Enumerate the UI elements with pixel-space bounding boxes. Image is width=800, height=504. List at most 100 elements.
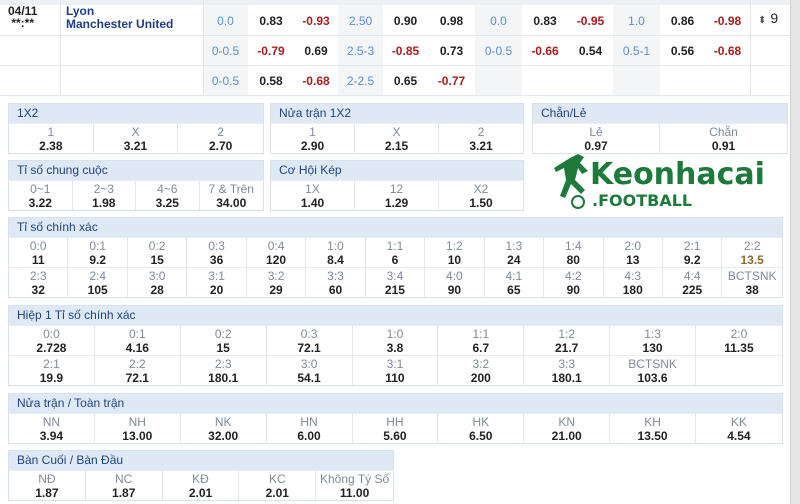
odds-cell[interactable]: 4~6 3.25	[136, 180, 200, 210]
odds-cell[interactable]: HN 6.00	[266, 413, 353, 443]
odds-cell[interactable]: 2:4 105	[68, 267, 128, 297]
odds-cell[interactable]: 1:2 21.7	[524, 325, 611, 355]
odds-cell[interactable]: 2 3.21	[439, 123, 523, 153]
odds-cell[interactable]: KC 2.01	[239, 470, 317, 500]
odds-cell[interactable]: NH 13.00	[94, 413, 181, 443]
odds-value[interactable]: 0.90	[393, 14, 418, 28]
odds-value[interactable]: 0.69	[304, 44, 328, 58]
odds-value[interactable]: -0.95	[576, 14, 605, 28]
odds-value[interactable]: 0.86	[670, 14, 695, 28]
odds-value[interactable]: -0.77	[437, 74, 466, 88]
odds-value[interactable]: -0.68	[302, 74, 330, 88]
handicap-line[interactable]: 0-0.5	[211, 44, 240, 58]
odds-value[interactable]: 0.83	[533, 14, 557, 28]
odds-value[interactable]: -0.93	[302, 14, 330, 28]
odds-cell[interactable]: 0:3 72.1	[266, 325, 353, 355]
odds-value[interactable]: 0.98	[439, 14, 464, 28]
handicap-line[interactable]: 2.5-3	[346, 44, 375, 58]
odds-cell[interactable]: 1:0 3.8	[352, 325, 439, 355]
odds-cell[interactable]: 3:1 20	[187, 267, 247, 297]
handicap-line[interactable]: 2.50	[348, 14, 373, 28]
odds-cell[interactable]: X 3.21	[93, 123, 179, 153]
odds-cell[interactable]: BCTSNK 103.6	[610, 355, 696, 385]
odds-cell[interactable]: 4:1 65	[484, 267, 545, 297]
odds-cell[interactable]: 3:1 110	[352, 355, 439, 385]
odds-cell[interactable]: 0:0 2.728	[9, 325, 95, 355]
teams[interactable]: Lyon Manchester United	[66, 5, 173, 31]
odds-cell[interactable]: 0:1 9.2	[68, 237, 128, 267]
odds-value[interactable]: 0.56	[670, 44, 695, 58]
odds-cell[interactable]: 1:3 24	[484, 237, 545, 267]
handicap-line[interactable]: 2-2.5	[346, 74, 375, 88]
odds-cell[interactable]: 1 2.38	[9, 123, 94, 153]
odds-cell[interactable]: X 2.15	[355, 123, 439, 153]
odds-cell[interactable]: HK 6.50	[438, 413, 525, 443]
scrollbar[interactable]	[790, 0, 800, 504]
odds-cell[interactable]: 2:2 13.5	[722, 237, 782, 267]
odds-value[interactable]: 0.54	[578, 44, 603, 58]
odds-cell[interactable]: KĐ 2.01	[162, 470, 240, 500]
odds-cell[interactable]: KN 21.00	[524, 413, 611, 443]
odds-cell[interactable]: 4:2 90	[544, 267, 604, 297]
odds-cell[interactable]: 7 & Trên 34.00	[199, 180, 263, 210]
odds-cell[interactable]: KH 13.50	[610, 413, 696, 443]
odds-cell[interactable]: 2:2 72.1	[94, 355, 181, 385]
odds-value[interactable]: -0.98	[713, 14, 742, 28]
odds-cell[interactable]: 0:4 120	[246, 237, 307, 267]
odds-cell[interactable]: X2 1.50	[439, 180, 523, 210]
odds-cell[interactable]: 2~3 1.98	[72, 180, 136, 210]
handicap-line[interactable]: 0.0	[217, 14, 234, 28]
odds-cell[interactable]: NC 1.87	[85, 470, 163, 500]
odds-value[interactable]: -0.85	[391, 44, 420, 58]
odds-value[interactable]: -0.66	[531, 44, 559, 58]
handicap-line[interactable]: 0.0	[490, 14, 507, 28]
odds-cell[interactable]: 12 1.29	[355, 180, 439, 210]
odds-cell[interactable]: 4:4 225	[662, 267, 723, 297]
handicap-line[interactable]: 0.5-1	[622, 44, 651, 58]
odds-value[interactable]: -0.68	[713, 44, 742, 58]
odds-cell[interactable]: 2 2.70	[178, 123, 263, 153]
odds-cell[interactable]: HH 5.60	[352, 413, 439, 443]
odds-cell[interactable]: 2:1 9.2	[662, 237, 723, 267]
odds-cell[interactable]: 2:0 11.35	[696, 325, 782, 355]
handicap-line[interactable]: 0-0.5	[484, 44, 513, 58]
odds-cell[interactable]: 3:2 29	[246, 267, 307, 297]
odds-cell[interactable]: 3:3 180.1	[524, 355, 611, 385]
odds-cell[interactable]: 3:4 215	[365, 267, 426, 297]
odds-value[interactable]: 0.58	[259, 74, 283, 88]
odds-cell[interactable]: Chẵn 0.91	[660, 123, 787, 153]
odds-cell[interactable]: KK 4.54	[696, 413, 782, 443]
odds-cell[interactable]: 0:0 11	[9, 237, 69, 267]
odds-cell[interactable]: NĐ 1.87	[9, 470, 86, 500]
odds-cell[interactable]: 0:2 15	[127, 237, 188, 267]
odds-cell[interactable]: BCTSNK 38	[722, 267, 782, 297]
odds-cell[interactable]: 4:3 180	[603, 267, 663, 297]
odds-cell[interactable]: 1:1 6.7	[438, 325, 525, 355]
odds-cell[interactable]: NK 32.00	[180, 413, 267, 443]
odds-cell[interactable]: Lẻ 0.97	[533, 123, 660, 153]
odds-cell[interactable]: 1:0 8.4	[306, 237, 366, 267]
odds-cell[interactable]: 4:0 90	[425, 267, 485, 297]
odds-cell[interactable]: 0:2 15	[180, 325, 267, 355]
odds-cell[interactable]: 1X 1.40	[271, 180, 355, 210]
handicap-line[interactable]: 1.0	[628, 14, 645, 28]
odds-cell[interactable]: Không Tý Số 11.00	[316, 470, 393, 500]
odds-value[interactable]: -0.79	[257, 44, 285, 58]
odds-cell[interactable]: 1:1 6	[365, 237, 426, 267]
odds-cell[interactable]: 3:2 200	[438, 355, 525, 385]
away-team[interactable]: Manchester United	[66, 17, 174, 31]
odds-cell[interactable]: 2:1 19.9	[9, 355, 95, 385]
odds-cell[interactable]: 1:3 130	[610, 325, 696, 355]
odds-cell[interactable]: NN 3.94	[9, 413, 95, 443]
odds-cell[interactable]: 0:3 36	[187, 237, 247, 267]
more-odds-button[interactable]: ⬍ 9	[758, 10, 778, 26]
odds-value[interactable]: 0.73	[439, 44, 464, 58]
odds-value[interactable]: 0.83	[259, 14, 283, 28]
odds-cell[interactable]: 2:3 180.1	[180, 355, 267, 385]
odds-cell[interactable]: 1 2.90	[271, 123, 355, 153]
odds-cell[interactable]: 3:3 60	[306, 267, 366, 297]
odds-cell[interactable]: 1:4 80	[544, 237, 604, 267]
home-team[interactable]: Lyon	[66, 4, 95, 18]
odds-cell[interactable]: 2:3 32	[9, 267, 69, 297]
handicap-line[interactable]: 0-0.5	[211, 74, 240, 88]
